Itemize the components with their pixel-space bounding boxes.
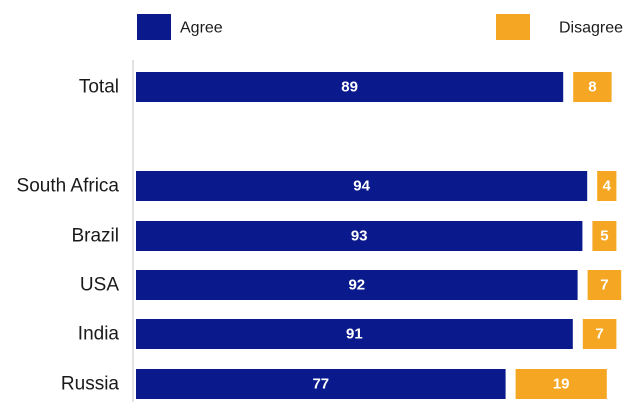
value-label-disagree-russia: 19 bbox=[553, 376, 570, 393]
bar-disagree-south-africa bbox=[597, 171, 617, 201]
bar-disagree-usa bbox=[587, 270, 622, 300]
bar-agree-usa bbox=[136, 270, 578, 300]
category-label-south-africa: South Africa bbox=[17, 176, 120, 197]
category-label-india: India bbox=[78, 324, 120, 345]
value-label-disagree-india: 7 bbox=[595, 326, 603, 343]
bar-agree-south-africa bbox=[136, 171, 588, 201]
legend: Agree Disagree bbox=[137, 14, 623, 40]
value-label-disagree-usa: 7 bbox=[600, 277, 608, 294]
value-label-disagree-total: 8 bbox=[588, 79, 596, 96]
value-label-agree-brazil: 93 bbox=[351, 228, 368, 245]
bar-disagree-brazil bbox=[592, 221, 617, 251]
value-label-agree-usa: 92 bbox=[348, 277, 365, 294]
category-label-usa: USA bbox=[80, 275, 119, 296]
legend-swatch-disagree bbox=[496, 14, 530, 40]
value-label-agree-total: 89 bbox=[341, 79, 358, 96]
category-label-total: Total bbox=[79, 77, 119, 98]
value-label-agree-south-africa: 94 bbox=[353, 178, 370, 195]
bar-agree-india bbox=[136, 319, 573, 349]
bar-agree-brazil bbox=[136, 221, 583, 251]
bars: Total 89 8 South Africa 94 4 Brazil 93 5 USA 92 7 In… bbox=[17, 72, 622, 399]
legend-label-disagree: Disagree bbox=[559, 20, 623, 37]
bar-disagree-india bbox=[582, 319, 617, 349]
category-label-brazil: Brazil bbox=[71, 226, 119, 247]
value-label-agree-india: 91 bbox=[346, 326, 363, 343]
legend-swatch-agree bbox=[137, 14, 171, 40]
legend-label-agree: Agree bbox=[180, 20, 223, 37]
bar-agree-total bbox=[136, 72, 564, 102]
value-label-disagree-south-africa: 4 bbox=[603, 178, 612, 195]
value-label-disagree-brazil: 5 bbox=[600, 228, 608, 245]
value-label-agree-russia: 77 bbox=[312, 376, 329, 393]
bar-disagree-russia bbox=[515, 369, 607, 399]
bar-disagree-total bbox=[573, 72, 612, 102]
bar-agree-russia bbox=[136, 369, 506, 399]
category-label-russia: Russia bbox=[61, 374, 120, 395]
